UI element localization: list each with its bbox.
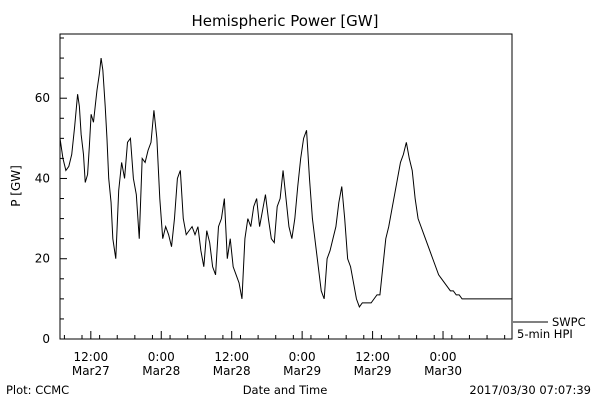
- x-tick-label-time: 12:00: [214, 350, 249, 364]
- legend-label-1: SWPC: [552, 315, 586, 329]
- footer-center: Date and Time: [243, 383, 328, 397]
- chart-title: Hemispheric Power [GW]: [192, 12, 379, 30]
- x-tick-label-date: Mar27: [72, 364, 110, 378]
- x-tick-label-time: 12:00: [74, 350, 109, 364]
- y-tick-label: 40: [35, 171, 50, 185]
- x-tick-label-time: 0:00: [148, 350, 175, 364]
- y-axis: 0 20 40 60: [35, 37, 67, 346]
- series-line-hpi: [59, 58, 512, 308]
- plot-frame: [59, 33, 513, 340]
- y-axis-label: P [GW]: [9, 165, 23, 207]
- footer-right: 2017/03/30 07:07:39: [469, 383, 591, 397]
- series-group: [59, 58, 512, 308]
- x-tick-label-date: Mar29: [354, 364, 392, 378]
- x-tick-label-date: Mar29: [283, 364, 321, 378]
- legend-label-2: 5-min HPI: [517, 327, 573, 341]
- x-tick-label-date: Mar28: [213, 364, 251, 378]
- y-tick-label: 60: [35, 91, 50, 105]
- x-axis: 12:00Mar270:00Mar2812:00Mar280:00Mar2912…: [63, 331, 506, 378]
- x-tick-label-date: Mar28: [142, 364, 180, 378]
- x-tick-label-time: 0:00: [289, 350, 316, 364]
- x-tick-label-time: 12:00: [355, 350, 390, 364]
- y-tick-label: 0: [42, 332, 50, 346]
- x-tick-label-date: Mar30: [424, 364, 462, 378]
- footer-left: Plot: CCMC: [6, 383, 69, 397]
- y-tick-label: 20: [35, 252, 50, 266]
- x-tick-label-time: 0:00: [430, 350, 457, 364]
